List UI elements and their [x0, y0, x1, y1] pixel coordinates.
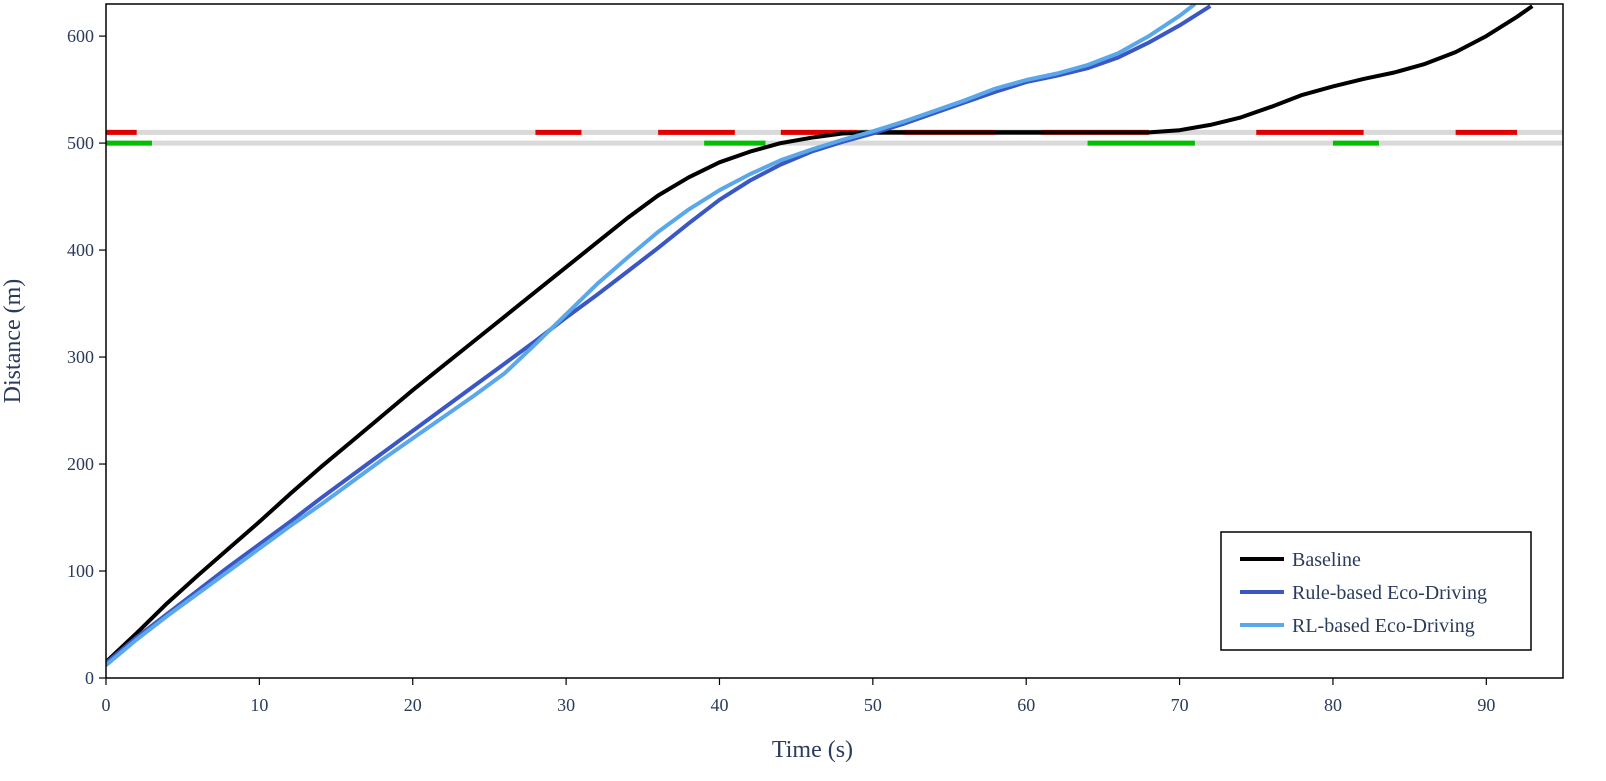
y-tick-label: 500	[67, 133, 94, 153]
x-tick-label: 50	[864, 695, 882, 715]
y-tick-label: 200	[67, 454, 94, 474]
legend: Baseline Rule-based Eco-Driving RL-based E…	[1220, 531, 1532, 651]
series-line	[106, 4, 1212, 665]
x-tick-label: 40	[710, 695, 728, 715]
legend-label: Baseline	[1292, 549, 1361, 571]
series-line	[106, 4, 1197, 667]
plot-frame	[105, 3, 1564, 679]
y-tick-label: 0	[85, 668, 94, 688]
x-tick-label: 20	[404, 695, 422, 715]
x-tick-label: 90	[1477, 695, 1495, 715]
x-axis: 0 10 20 30 40 50 60 70 80 90	[102, 678, 1495, 715]
series-lines	[106, 4, 1534, 667]
legend-label: RL-based Eco-Driving	[1292, 615, 1475, 637]
y-tick-label: 100	[67, 561, 94, 581]
y-tick-label: 600	[67, 26, 94, 46]
x-tick-label: 60	[1017, 695, 1035, 715]
x-tick-label: 70	[1171, 695, 1189, 715]
legend-label: Rule-based Eco-Driving	[1292, 582, 1487, 604]
y-axis: 0 100 200 300 400 500 600	[67, 26, 106, 688]
x-tick-label: 10	[250, 695, 268, 715]
x-tick-label: 0	[102, 695, 111, 715]
y-tick-label: 400	[67, 240, 94, 260]
x-axis-title: Time (s)	[772, 737, 853, 763]
y-tick-label: 300	[67, 347, 94, 367]
series-line	[106, 4, 1534, 664]
x-tick-label: 30	[557, 695, 575, 715]
y-axis-title: Distance (m)	[0, 279, 26, 404]
x-tick-label: 80	[1324, 695, 1342, 715]
